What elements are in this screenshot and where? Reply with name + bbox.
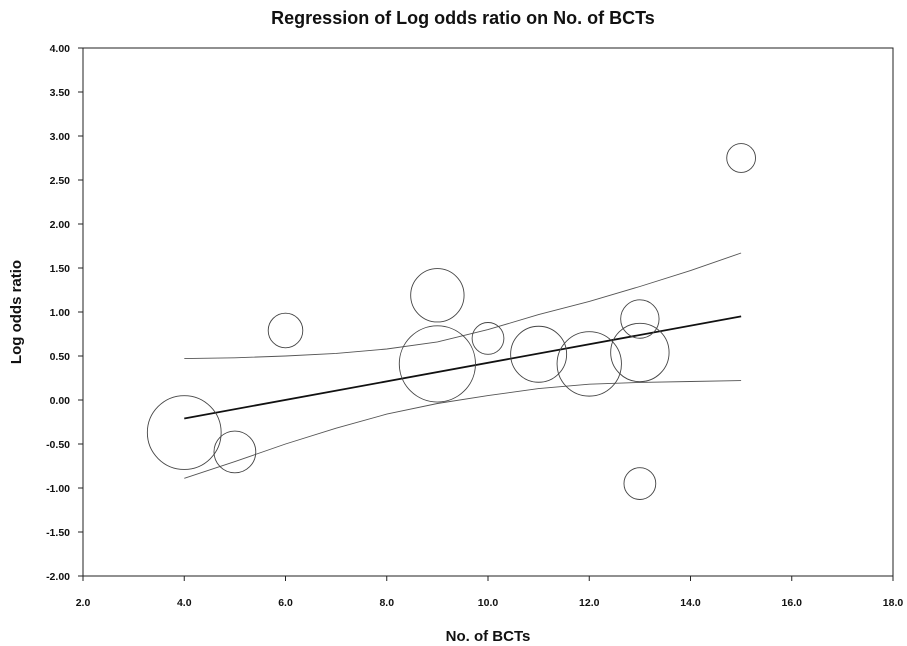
y-tick-label: -2.00: [46, 571, 70, 583]
data-point-1: [146, 395, 222, 470]
data-point-7: [510, 325, 568, 383]
x-tick-label: 10.0: [478, 597, 499, 609]
y-axis-ticks: 4.00 3.50 3.00 2.50 2.00 1.50 1.00 0.50 0.00 -0.5…: [46, 43, 83, 583]
x-tick-label: 8.0: [379, 597, 394, 609]
x-axis-ticks: 2.0 4.0 6.0 8.0 10.0 12.0 14.0 16.0 18.0: [76, 576, 904, 609]
y-tick-label: 0.00: [50, 395, 71, 407]
y-tick-label: 3.50: [50, 87, 71, 99]
y-tick-label: 1.00: [50, 307, 71, 319]
y-tick-label: 3.00: [50, 131, 71, 143]
x-tick-label: 4.0: [177, 597, 192, 609]
x-tick-label: 14.0: [680, 597, 701, 609]
y-tick-label: -1.00: [46, 483, 70, 495]
y-tick-label: -1.50: [46, 527, 70, 539]
x-tick-label: 6.0: [278, 597, 293, 609]
x-tick-label: 2.0: [76, 597, 91, 609]
ci-upper-line: [184, 252, 742, 360]
x-tick-label: 18.0: [883, 597, 904, 609]
y-tick-label: 1.50: [50, 263, 71, 275]
y-tick-label: 2.50: [50, 175, 71, 187]
regression-line: [184, 315, 742, 420]
regression-line-layer: [184, 315, 742, 420]
data-point-2: [213, 430, 257, 474]
y-tick-label: -0.50: [46, 439, 70, 451]
data-point-3: [267, 312, 304, 349]
data-point-10: [610, 322, 670, 383]
x-axis-title: No. of BCTs: [446, 628, 531, 645]
x-tick-label: 16.0: [782, 597, 803, 609]
data-point-5: [398, 325, 476, 403]
y-tick-label: 0.50: [50, 351, 71, 363]
y-tick-label: 2.00: [50, 219, 71, 231]
y-axis-title: Log odds ratio: [8, 260, 25, 364]
data-point-6: [471, 322, 505, 355]
data-points: [146, 143, 756, 500]
data-point-12: [726, 143, 756, 173]
x-tick-label: 12.0: [579, 597, 600, 609]
ci-lower-line: [184, 380, 742, 479]
y-tick-label: 4.00: [50, 43, 71, 55]
data-point-9: [620, 299, 660, 339]
plot-frame: [82, 47, 894, 577]
chart-title: Regression of Log odds ratio on No. of B…: [271, 8, 655, 28]
data-point-11: [623, 467, 657, 500]
data-point-4: [410, 268, 465, 323]
data-point-8: [556, 331, 622, 397]
